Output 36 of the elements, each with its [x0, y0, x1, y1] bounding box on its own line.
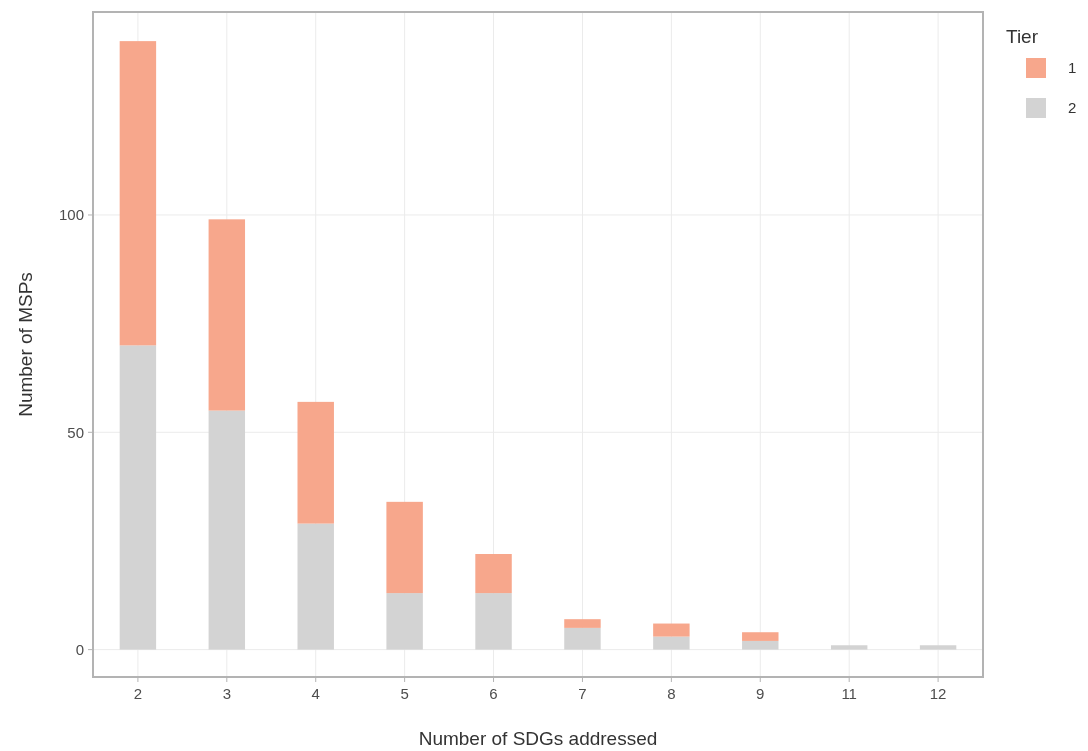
bar	[742, 632, 779, 641]
bar	[297, 401, 334, 524]
y-tick-label: 50	[67, 423, 84, 441]
x-axis-title: Number of SDGs addressed	[418, 728, 658, 749]
y-axis-title: Number of MSPs	[15, 272, 36, 417]
bar	[208, 219, 246, 411]
bar	[653, 623, 690, 637]
bar	[297, 523, 334, 650]
y-tick-label: 100	[58, 206, 84, 224]
bar	[475, 554, 512, 594]
x-tick-label: 8	[667, 685, 676, 702]
bar	[564, 627, 601, 650]
x-tick-label: 12	[929, 685, 947, 702]
legend-title: Tier	[1006, 26, 1039, 47]
bar	[564, 619, 601, 628]
bar	[386, 593, 423, 650]
x-tick-label: 11	[841, 685, 857, 702]
y-tick-label: 0	[75, 640, 84, 658]
bar	[919, 645, 957, 650]
bar	[653, 636, 690, 650]
bar	[119, 345, 157, 650]
legend-label: 2	[1068, 99, 1077, 117]
legend-label: 1	[1068, 59, 1077, 77]
x-tick-label: 5	[400, 685, 409, 702]
bar	[742, 640, 779, 650]
x-tick-label: 3	[222, 685, 231, 702]
x-tick-label: 4	[311, 685, 320, 702]
bar	[386, 501, 423, 594]
bar	[208, 410, 246, 650]
x-tick-label: 6	[489, 685, 498, 702]
x-tick-label: 9	[756, 685, 765, 702]
bar	[119, 41, 157, 346]
bar	[830, 645, 868, 650]
x-tick-label: 2	[133, 685, 143, 702]
bar	[475, 593, 512, 650]
x-tick-label: 7	[578, 685, 587, 702]
